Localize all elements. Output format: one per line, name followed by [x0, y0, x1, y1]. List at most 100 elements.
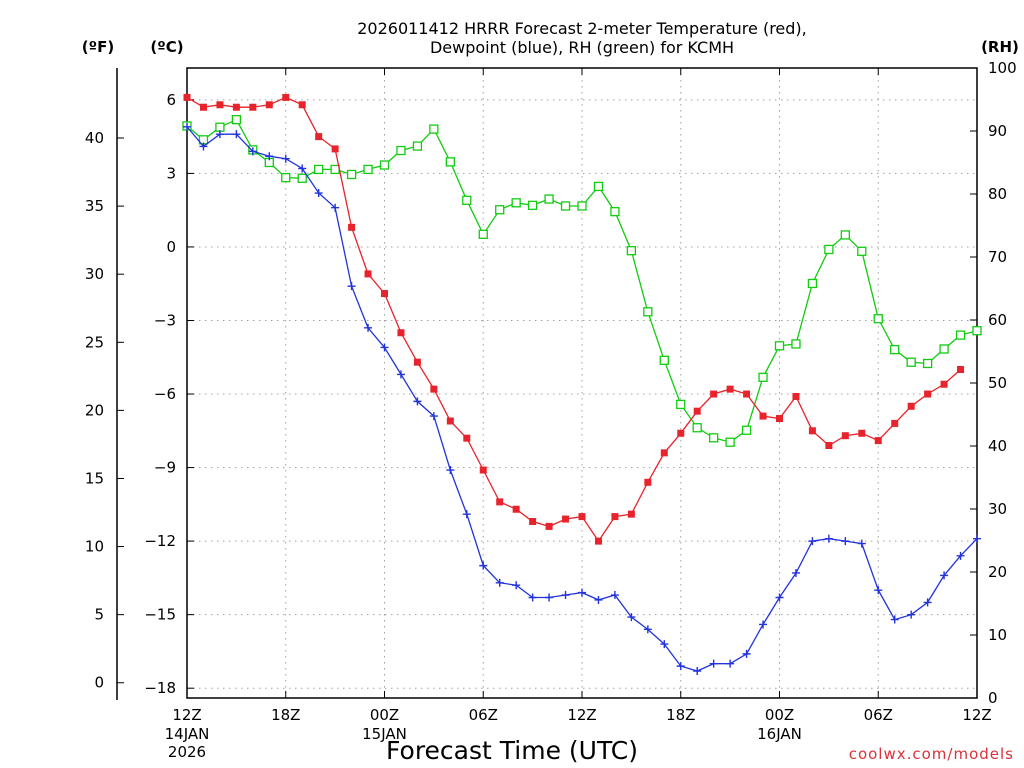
temperature-point [199, 103, 207, 111]
rh-tick-label: 50 [988, 374, 1007, 392]
time-tick-label: 18Z [271, 706, 300, 724]
time-tick-label: 12Z [962, 706, 991, 724]
dewpoint-point [676, 662, 685, 671]
rh-tick-label: 0 [988, 689, 998, 707]
dewpoint-point [709, 659, 718, 668]
rh-point [297, 173, 307, 183]
fahrenheit-unit-label: (ºF) [82, 38, 114, 56]
rh-point [215, 122, 225, 132]
temperature-point [298, 101, 306, 109]
dewpoint-point [183, 122, 191, 131]
temperature-point [216, 101, 224, 109]
dewpoint-point [380, 343, 389, 352]
temperature-point [183, 93, 191, 101]
temperature-point [545, 522, 553, 530]
fahrenheit-tick-label: 15 [85, 469, 104, 487]
rh-tick-label: 20 [988, 563, 1007, 581]
dewpoint-point [874, 586, 883, 595]
time-tick-label: 12Z [172, 706, 201, 724]
celsius-tick-label: −6 [154, 385, 176, 403]
rh-tick-label: 10 [988, 626, 1007, 644]
celsius-tick-label: 6 [166, 91, 176, 109]
rh-point [709, 433, 719, 443]
dewpoint-point [298, 164, 307, 173]
rh-point [363, 164, 373, 175]
dewpoint-point [775, 593, 784, 602]
time-tick-label: 18Z [666, 706, 695, 724]
grid-lines [186, 68, 978, 698]
axes: 4035302520151050630−3−6−9−12−15−18100908… [85, 59, 1017, 761]
dewpoint-point [890, 615, 899, 624]
rh-point [412, 141, 423, 151]
temperature-point [677, 429, 685, 437]
temperature-point [874, 437, 882, 445]
temperature-line [187, 96, 961, 543]
dewpoint-point [759, 620, 768, 629]
fahrenheit-tick-label: 40 [85, 129, 104, 147]
rh-point [593, 181, 604, 192]
data-series [182, 93, 982, 676]
temperature-point [282, 93, 290, 101]
dewpoint-point [429, 412, 438, 421]
dewpoint-point [923, 598, 932, 607]
dewpoint-point [347, 282, 356, 291]
date-tick-label: 15JAN [362, 725, 407, 743]
temperature-point [940, 380, 948, 388]
dewpoint-point [742, 649, 751, 658]
rh-point [281, 172, 291, 183]
celsius-tick-label: −15 [144, 606, 176, 624]
temperature-point [446, 417, 454, 425]
temperature-point [496, 498, 504, 506]
fahrenheit-tick-label: 0 [94, 674, 104, 692]
rh-point [379, 160, 390, 170]
rh-point [890, 344, 900, 355]
celsius-tick-label: −18 [144, 679, 176, 697]
temperature-point [594, 537, 602, 545]
celsius-tick-label: 0 [166, 238, 176, 256]
dewpoint-point [462, 510, 471, 519]
dewpoint-point [907, 610, 916, 619]
dewpoint-point [528, 593, 537, 602]
temperature-point [463, 434, 471, 442]
fahrenheit-tick-label: 35 [85, 197, 104, 215]
dewpoint-point [857, 539, 866, 548]
rh-point [840, 230, 850, 240]
temperature-point [743, 390, 751, 398]
rh-point [807, 278, 818, 289]
dewpoint-point [578, 588, 586, 597]
dewpoint-point [973, 534, 981, 543]
rh-tick-label: 100 [988, 59, 1017, 77]
rh-point [922, 358, 933, 369]
temperature-point [726, 385, 734, 393]
rh-tick-label: 80 [988, 185, 1007, 203]
temperature-point [397, 329, 405, 337]
temperature-point [710, 390, 718, 398]
rh-point [906, 357, 916, 367]
temperature-point [776, 415, 783, 423]
rh-point [231, 115, 242, 125]
rh-point [972, 326, 982, 336]
temperature-point [627, 510, 635, 518]
rh-tick-label: 70 [988, 248, 1007, 266]
rh-point [330, 164, 340, 175]
temperature-point [413, 358, 421, 366]
dewpoint-point [232, 130, 241, 139]
temperature-point [825, 442, 833, 450]
temperature-point [562, 515, 570, 523]
fahrenheit-tick-label: 20 [85, 401, 104, 419]
rh-point [429, 124, 439, 134]
rh-point [791, 339, 801, 349]
rh-point [955, 330, 966, 340]
temperature-point [348, 223, 356, 231]
temperature-point [759, 412, 767, 420]
celsius-tick-label: −12 [144, 532, 176, 550]
dewpoint-point [841, 537, 850, 546]
rh-point [462, 195, 472, 205]
rh-point [676, 399, 686, 410]
temperature-point [265, 101, 273, 109]
temperature-point [841, 432, 849, 440]
rh-point [659, 355, 669, 365]
dewpoint-point [314, 189, 323, 198]
x-axis-title: Forecast Time (UTC) [386, 736, 638, 765]
